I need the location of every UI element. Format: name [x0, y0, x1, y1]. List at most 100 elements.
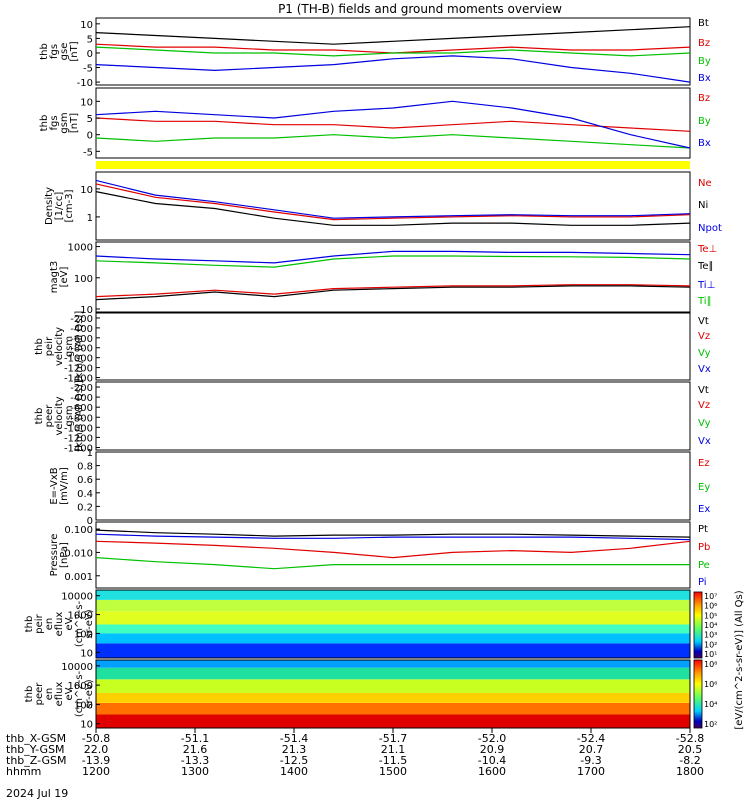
- spectrogram-band: [96, 660, 690, 668]
- y-tick-label: 10: [80, 185, 93, 196]
- y-axis-label: thb: [39, 115, 50, 132]
- colorbar-tick: 10³: [704, 631, 717, 640]
- date-label: 2024 Jul 19: [6, 787, 68, 800]
- legend-Ey: Ey: [698, 482, 710, 493]
- y-tick-label: -5: [83, 147, 93, 158]
- x-tick-value: 1600: [478, 765, 506, 778]
- panel-fgs_gsm: Bz By Bx 10 5 0 -5 thb fgs gsm [nT]: [39, 87, 711, 159]
- colorbar-tick: 10⁸: [704, 660, 717, 669]
- y-tick-label: -1000: [64, 423, 93, 434]
- legend-Vt: Vt: [698, 385, 709, 396]
- panel-peir_spectrogram: 10000 1000 100 10 thb peir en eflux eV (cm^2-s-sr…: [24, 589, 691, 659]
- x-axis-row-label: thb_Y-GSM: [6, 743, 65, 756]
- panel-density: Ne Ni Npot 10 1 Density [1/cc] [cm-3]: [44, 171, 722, 241]
- y-tick-label: 100: [74, 629, 93, 640]
- y-axis-label: [km/s (All Qs)]: [74, 380, 85, 452]
- y-axis-label: E=-VxB: [49, 467, 60, 504]
- panel-e_field: Ez Ey Ex 1 0.8 0.6 0.4 0.2 0 E=-VxB [mV/m]: [49, 448, 710, 527]
- y-tick-label: -10: [77, 78, 93, 89]
- y-axis-label: [cm-3]: [64, 189, 75, 222]
- colorbar-tick: 10⁶: [704, 680, 717, 689]
- series-line-Npot: [95, 179, 691, 219]
- x-tick-value: -52.8: [676, 732, 704, 745]
- y-tick-label: -800: [70, 344, 93, 355]
- panel-temperature: Te⊥ Te∥ Ti⊥ Ti∥ 1000 100 10 magt3 [eV]: [49, 241, 717, 316]
- y-axis-label: [1/cc]: [54, 192, 65, 221]
- series-line-Bx: [95, 100, 691, 149]
- colorbar-tick: 10²: [704, 720, 717, 729]
- y-axis-label: thb: [39, 43, 50, 60]
- spectrogram-band: [96, 611, 690, 625]
- y-axis-label: [mV/m]: [59, 467, 70, 505]
- y-axis-label: sr-eV): [84, 609, 95, 638]
- series-line-Ni: [95, 191, 691, 226]
- y-tick-label: -1000: [64, 354, 93, 365]
- spectrogram-band: [96, 624, 690, 634]
- panel-peer_velocity: Vt Vz Vy Vx -200-400-600-800-1000-1200-1400 t…: [34, 380, 711, 454]
- legend-Ez: Ez: [698, 458, 710, 469]
- spectrogram-band: [96, 679, 690, 693]
- y-tick-label: 10: [80, 97, 93, 108]
- y-axis-label: gse: [59, 43, 70, 61]
- x-tick-value: -52.4: [577, 732, 605, 745]
- panel-peer_spectrogram: 10000 1000 100 10 thb peer en eflux eV (cm^2-s-sr…: [24, 659, 691, 731]
- y-tick-label: 5: [87, 114, 93, 125]
- y-tick-label: 10: [80, 20, 93, 31]
- y-tick-label: 1000: [68, 611, 93, 622]
- y-tick-label: -800: [70, 413, 93, 424]
- colorbar-label: [eV/(cm^2-s-sr-eV)] (All Qs): [734, 590, 745, 729]
- legend-Bz: Bz: [698, 38, 710, 49]
- y-tick-label: 1000: [68, 243, 93, 254]
- spectrogram-band: [96, 590, 690, 600]
- y-tick-label: 10: [80, 720, 93, 731]
- x-tick-value: -10.4: [478, 754, 506, 767]
- panel-frame: [95, 521, 691, 589]
- series-line-Bt: [95, 26, 691, 45]
- y-tick-label: -600: [70, 334, 93, 345]
- legend-Vx: Vx: [698, 364, 711, 375]
- x-tick-value: -51.1: [181, 732, 209, 745]
- series-line-Te∥: [95, 285, 691, 301]
- x-tick-value: -51.7: [379, 732, 407, 745]
- x-axis-row-label: thb_Z-GSM: [6, 754, 66, 767]
- y-tick-label: 1: [87, 448, 93, 459]
- y-tick-label: 1: [87, 213, 93, 224]
- x-tick-value: -11.5: [379, 754, 407, 767]
- series-line-By: [95, 46, 691, 57]
- y-tick-label: -1200: [64, 364, 93, 375]
- colorbar: [693, 591, 703, 659]
- y-axis-label: [km/s (All Qs)]: [74, 311, 85, 383]
- legend-Vy: Vy: [698, 418, 711, 429]
- y-axis-label: velocity: [54, 396, 65, 435]
- y-tick-label: 0: [87, 49, 93, 60]
- y-axis-label: eV: [64, 687, 75, 700]
- y-tick-label: -200: [70, 314, 93, 325]
- x-tick-value: 1400: [280, 765, 308, 778]
- y-tick-label: 0.8: [77, 462, 93, 473]
- x-tick-value: -8.2: [679, 754, 700, 767]
- y-axis-label: peer: [44, 404, 55, 428]
- legend-Bx: Bx: [698, 138, 711, 149]
- x-tick-value: -13.9: [82, 754, 110, 767]
- panel-frame: [95, 589, 691, 659]
- series-line-Bz: [95, 117, 691, 132]
- x-tick-value: -50.8: [82, 732, 110, 745]
- colorbar-tick: 10⁴: [704, 700, 717, 709]
- y-axis-label: fgs: [49, 115, 60, 130]
- series-line-Pt: [95, 529, 691, 538]
- series-line-Pi: [95, 533, 691, 541]
- series-line-Ne: [95, 183, 691, 221]
- y-axis-label: sr-eV): [84, 679, 95, 708]
- y-axis-label: eV: [64, 617, 75, 630]
- y-axis-label: thb: [34, 408, 45, 425]
- spectrogram-band: [96, 714, 690, 728]
- panel-frame: [95, 312, 691, 381]
- y-tick-label: -600: [70, 403, 93, 414]
- y-axis-label: [nT]: [69, 41, 80, 61]
- y-axis-label: (cm^2-s-: [74, 600, 85, 647]
- legend-By: By: [698, 116, 711, 127]
- y-axis-label: eflux: [54, 612, 65, 637]
- colorbar-tick: 10⁷: [704, 592, 717, 601]
- panel-frame: [95, 171, 691, 241]
